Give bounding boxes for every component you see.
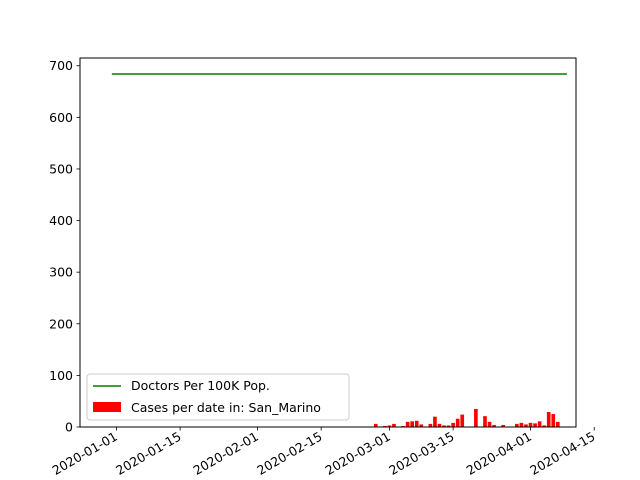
- y-tick-label: 700: [49, 58, 73, 73]
- bar: [528, 422, 533, 427]
- plot-frame: [79, 57, 577, 428]
- y-tick-label: 100: [49, 368, 73, 383]
- bar: [524, 424, 528, 427]
- bar-series-cases: [373, 408, 560, 427]
- bar: [383, 425, 387, 427]
- bar: [428, 423, 433, 427]
- bar: [492, 424, 496, 427]
- bar: [519, 422, 524, 427]
- y-tick-label: 200: [49, 316, 73, 331]
- x-tick-label: 2020-04-15: [527, 429, 597, 478]
- bar: [373, 423, 378, 427]
- y-tick-label: 500: [49, 161, 73, 176]
- x-tick-label: 2020-03-15: [386, 429, 456, 478]
- bar: [487, 421, 492, 427]
- x-tick-label: 2020-03-01: [323, 429, 393, 478]
- legend-label-doctors: Doctors Per 100K Pop.: [131, 378, 270, 393]
- bar: [515, 423, 519, 427]
- bar: [442, 425, 446, 427]
- bar: [542, 425, 546, 427]
- bar: [437, 423, 442, 427]
- bar: [546, 412, 551, 427]
- bar: [455, 418, 460, 427]
- legend-label-cases: Cases per date in: San_Marino: [131, 400, 321, 415]
- bar: [446, 425, 451, 427]
- bar: [537, 421, 542, 427]
- bar: [474, 408, 478, 427]
- x-tick-label: 2020-01-01: [49, 429, 119, 478]
- legend-box: [86, 373, 350, 421]
- bar: [414, 420, 419, 427]
- bar: [555, 421, 560, 427]
- bar: [460, 414, 465, 427]
- x-tick-label: 2020-04-01: [464, 429, 534, 478]
- x-tick-label: 2020-02-15: [254, 429, 324, 478]
- y-tick-label: 400: [49, 213, 73, 228]
- bar: [392, 423, 396, 427]
- bar: [501, 424, 506, 427]
- bar: [433, 416, 437, 427]
- bar: [451, 422, 455, 427]
- y-tick-label: 300: [49, 265, 73, 280]
- legend-bar-swatch: [93, 402, 121, 412]
- bar: [551, 414, 556, 427]
- bar: [533, 423, 537, 427]
- y-axis: 0 100 200 300 400 500 600 700: [49, 58, 80, 435]
- bar: [410, 421, 415, 427]
- legend: Doctors Per 100K Pop. Cases per date in:…: [86, 373, 350, 421]
- y-tick-label: 0: [65, 420, 73, 435]
- y-tick-label: 600: [49, 110, 73, 125]
- bar: [405, 421, 410, 427]
- bar: [483, 416, 487, 427]
- bar: [401, 425, 405, 427]
- bar: [387, 425, 392, 427]
- bar: [419, 424, 424, 427]
- x-tick-label: 2020-01-15: [113, 429, 183, 478]
- x-tick-label: 2020-02-01: [191, 429, 261, 478]
